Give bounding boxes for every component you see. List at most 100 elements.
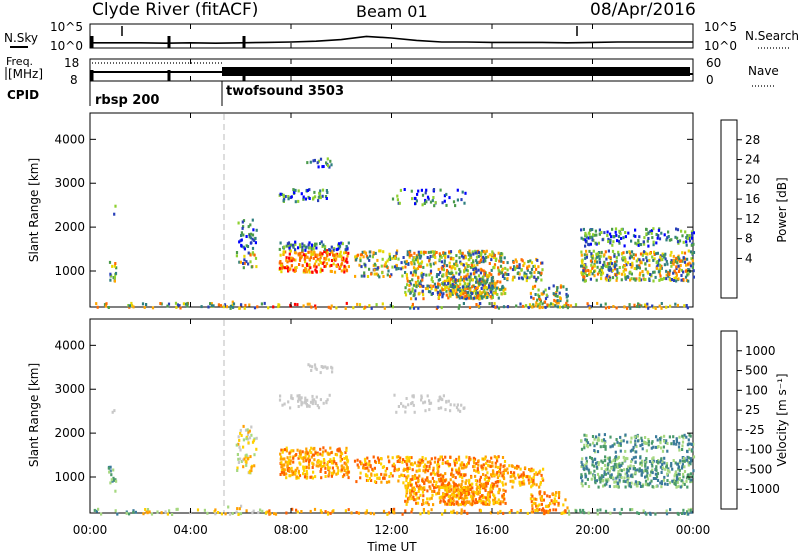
- echo-cell: [340, 468, 343, 472]
- echo-cell: [469, 291, 473, 295]
- echo-cell: [340, 263, 343, 267]
- echo-cell: [247, 430, 250, 434]
- echo-cell: [639, 461, 642, 465]
- echo-cell: [478, 478, 482, 482]
- echo-cell: [386, 273, 389, 277]
- echo-cell: [464, 473, 467, 477]
- echo-cell: [556, 288, 559, 292]
- echo-cell: [583, 279, 586, 283]
- echo-cell: [657, 459, 660, 462]
- echo-cell: [612, 264, 615, 268]
- echo-cell: [542, 509, 546, 513]
- echo-cell: [304, 465, 307, 469]
- echo-cell: [513, 265, 516, 269]
- echo-cell: [434, 201, 437, 205]
- echo-cell: [313, 158, 316, 162]
- echo-cell: [314, 366, 317, 370]
- echo-cell: [239, 428, 242, 432]
- echo-cell: [290, 256, 293, 260]
- echo-cell: [502, 305, 506, 309]
- echo-cell: [330, 245, 333, 249]
- echo-cell: [634, 455, 637, 459]
- echo-cell: [596, 272, 600, 276]
- echo-cell: [675, 479, 678, 483]
- echo-cell: [248, 235, 251, 239]
- echo-cell: [480, 268, 483, 272]
- echo-cell: [635, 242, 638, 246]
- echo-cell: [442, 268, 445, 272]
- echo-cell: [537, 293, 540, 297]
- echo-cell: [311, 461, 314, 465]
- echo-cell: [111, 264, 114, 268]
- echo-cell: [376, 476, 379, 480]
- echo-cell: [624, 235, 627, 239]
- echo-cell: [612, 468, 615, 472]
- echo-cell: [414, 273, 417, 277]
- echo-cell: [484, 252, 487, 256]
- echo-cell: [340, 257, 343, 261]
- echo-cell: [452, 289, 455, 293]
- echo-cell: [468, 484, 472, 488]
- echo-cell: [243, 306, 246, 310]
- echo-cell: [401, 460, 404, 464]
- echo-cell: [467, 264, 470, 268]
- echo-cell: [283, 448, 286, 452]
- echo-cell: [655, 477, 658, 480]
- echo-cell: [310, 253, 313, 257]
- echo-cell: [624, 268, 628, 272]
- echo-cell: [426, 195, 430, 199]
- echo-cell: [665, 273, 668, 277]
- echo-cell: [419, 493, 422, 497]
- echo-cell: [302, 465, 305, 469]
- echo-cell: [617, 250, 620, 254]
- echo-cell: [242, 458, 245, 462]
- echo-cell: [437, 278, 440, 282]
- echo-cell: [444, 461, 447, 465]
- echo-cell: [415, 285, 418, 289]
- echo-cell: [615, 259, 618, 263]
- echo-cell: [477, 463, 480, 467]
- echo-cell: [529, 497, 532, 501]
- echo-cell: [310, 243, 313, 247]
- echo-cell: [515, 304, 518, 308]
- echo-cell: [478, 480, 481, 484]
- echo-cell: [431, 280, 434, 283]
- echo-cell: [669, 261, 673, 264]
- echo-cell: [457, 491, 460, 495]
- echo-cell: [607, 477, 610, 481]
- echo-cell: [477, 485, 481, 489]
- echo-cell: [611, 262, 614, 266]
- echo-cell: [636, 305, 639, 308]
- echo-cell: [643, 278, 646, 282]
- echo-cell: [634, 278, 637, 282]
- echo-cell: [238, 445, 241, 449]
- echo-cell: [470, 263, 473, 267]
- echo-cell: [391, 305, 394, 309]
- echo-cell: [144, 508, 147, 511]
- echo-cell: [691, 259, 694, 263]
- echo-cell: [448, 196, 451, 200]
- echo-cell: [455, 468, 458, 472]
- echo-cell: [651, 468, 654, 472]
- echo-cell: [229, 306, 232, 310]
- echo-cell: [435, 251, 438, 254]
- echo-cell: [687, 249, 690, 253]
- echo-cell: [243, 457, 246, 461]
- echo-cell: [387, 511, 391, 515]
- echo-cell: [498, 288, 501, 292]
- echo-cell: [475, 270, 478, 274]
- echo-cell: [428, 465, 431, 468]
- echo-cell: [319, 251, 322, 255]
- y-tick-label: 3000: [54, 176, 85, 190]
- echo-cell: [634, 441, 637, 445]
- echo-cell: [593, 259, 597, 263]
- echo-cell: [273, 512, 276, 516]
- echo-cell: [388, 475, 391, 478]
- echo-cell: [305, 189, 308, 193]
- echo-cell: [389, 274, 392, 278]
- echo-cell: [465, 455, 468, 459]
- echo-cell: [619, 449, 622, 453]
- echo-cell: [650, 446, 653, 450]
- echo-cell: [662, 276, 666, 280]
- noise-left-tick-high: 10^5: [50, 20, 83, 34]
